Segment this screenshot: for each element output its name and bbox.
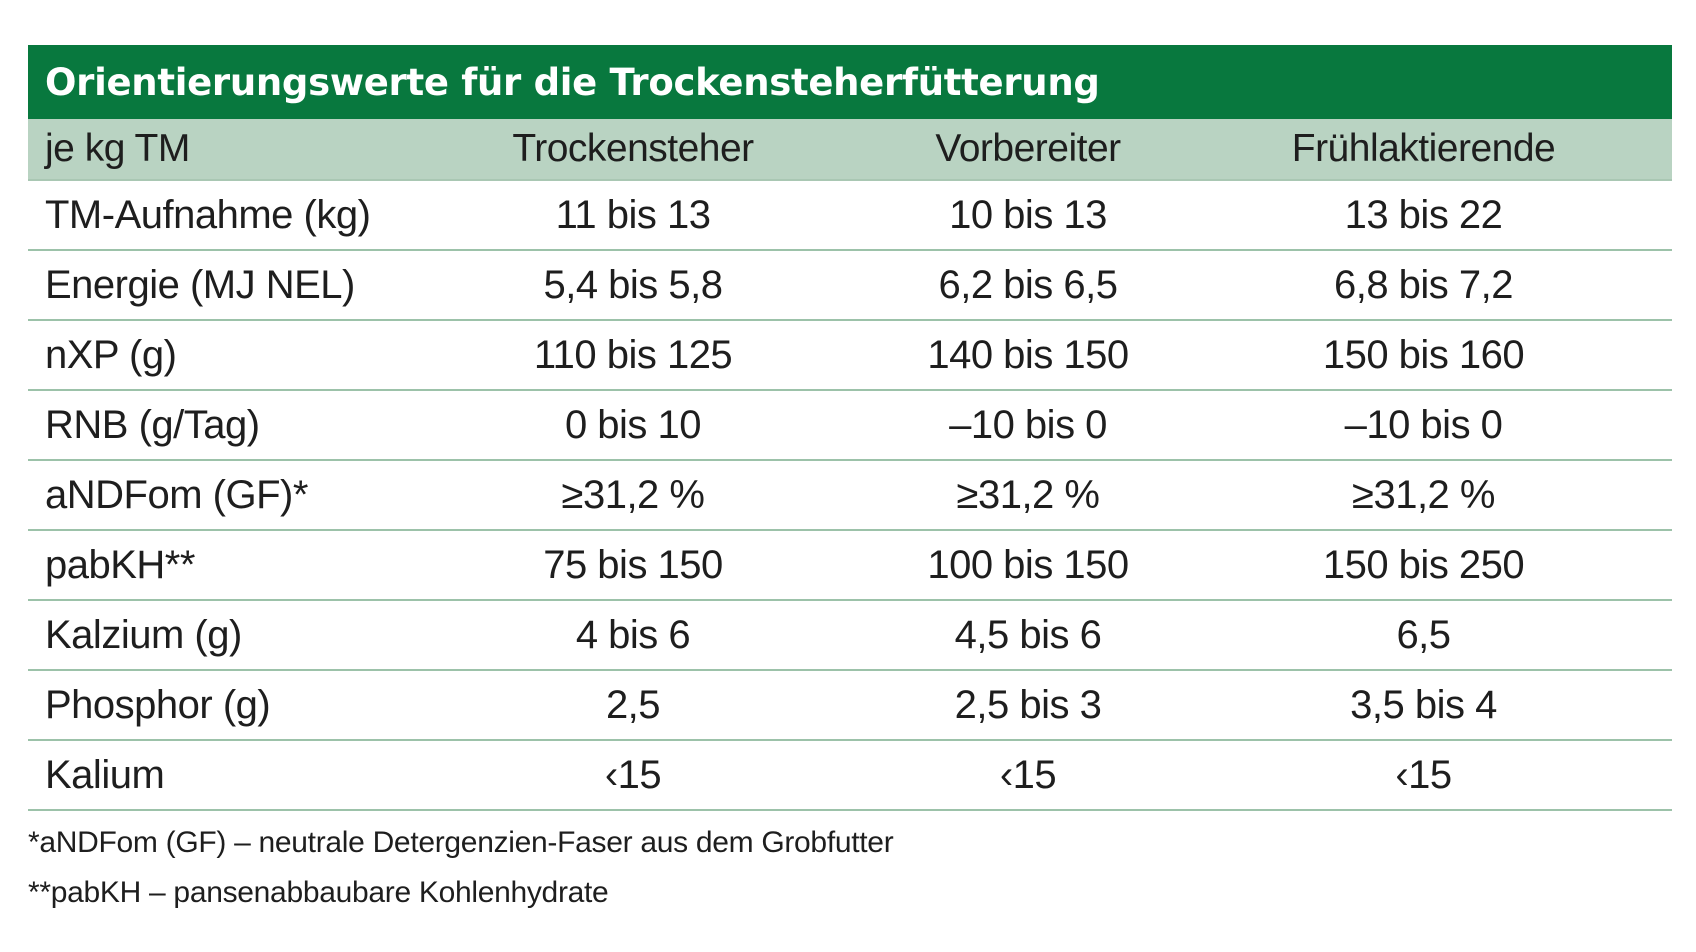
table-cell: 4,5 bis 6 [954,612,1102,657]
table-cell: ≥31,2 % [561,472,705,517]
table-cell: 2,5 [605,682,661,727]
table-cell: 3,5 bis 4 [1350,682,1497,727]
footnote-andfom: *aNDFom (GF) – neutrale Detergenzien-Fas… [28,826,894,859]
table-cell: 4 bis 6 [575,612,691,657]
table-cell: 140 bis 150 [927,332,1129,377]
footnotes: *aNDFom (GF) – neutrale Detergenzien-Fas… [28,818,894,918]
table-cell: 10 bis 13 [949,192,1107,237]
table-row: Kalium ‹15 ‹15 ‹15 [28,741,1672,811]
header-cell-unit: je kg TM [45,127,190,170]
row-label: Kalzium (g) [45,612,242,657]
row-label: pabKH** [45,542,195,587]
table-cell: –10 bis 0 [949,402,1107,447]
table-cell: ‹15 [604,752,662,797]
row-label: RNB (g/Tag) [45,402,260,447]
header-cell-trockensteher: Trockensteher [512,127,754,170]
row-label: nXP (g) [45,332,177,377]
table-title: Orientierungswerte für die Trockensteher… [28,45,1672,119]
table-row: nXP (g) 110 bis 125 140 bis 150 150 bis … [28,321,1672,391]
table-cell: –10 bis 0 [1344,402,1503,447]
table-cell: ‹15 [1395,752,1452,797]
table-row: Phosphor (g) 2,5 2,5 bis 3 3,5 bis 4 [28,671,1672,741]
table-cell: 5,4 bis 5,8 [543,262,723,307]
table-row: pabKH** 75 bis 150 100 bis 150 150 bis 2… [28,531,1672,601]
orientation-values-table: Orientierungswerte für die Trockensteher… [28,45,1672,811]
table-cell: 11 bis 13 [555,192,711,237]
table-cell: 75 bis 150 [543,542,723,587]
table-cell: 150 bis 160 [1322,332,1525,377]
table-cell: 100 bis 150 [927,542,1129,587]
table-cell: ‹15 [999,752,1057,797]
table-cell: 6,2 bis 6,5 [938,262,1118,307]
table-row: TM-Aufnahme (kg) 11 bis 13 10 bis 13 13 … [28,181,1672,251]
table-cell: 110 bis 125 [533,332,733,377]
header-cell-vorbereiter: Vorbereiter [935,127,1121,170]
table-cell: ≥31,2 % [956,472,1100,517]
row-label: Phosphor (g) [45,682,271,727]
row-label: TM-Aufnahme (kg) [45,192,371,237]
table-cell: 6,8 bis 7,2 [1333,262,1514,307]
table-header-row: je kg TM Trockensteher Vorbereiter Frühl… [28,119,1672,181]
header-cell-fruehlaktierende: Frühlaktierende [1291,127,1556,170]
row-label: aNDFom (GF)* [45,472,308,517]
table-cell: 2,5 bis 3 [954,682,1102,727]
table-cell: 13 bis 22 [1344,192,1503,237]
table-cell: 150 bis 250 [1322,542,1525,587]
footnote-pabkh: **pabKH – pansenabbaubare Kohlenhydrate [28,876,609,909]
row-label: Energie (MJ NEL) [45,262,355,307]
table-row: RNB (g/Tag) 0 bis 10 –10 bis 0 –10 bis 0 [28,391,1672,461]
row-label: Kalium [45,752,165,797]
table-row: Kalzium (g) 4 bis 6 4,5 bis 6 6,5 [28,601,1672,671]
table-cell: 0 bis 10 [564,402,702,447]
table-row: aNDFom (GF)* ≥31,2 % ≥31,2 % ≥31,2 % [28,461,1672,531]
table-row: Energie (MJ NEL) 5,4 bis 5,8 6,2 bis 6,5… [28,251,1672,321]
table-cell: ≥31,2 % [1352,472,1495,517]
table-cell: 6,5 [1396,612,1451,657]
